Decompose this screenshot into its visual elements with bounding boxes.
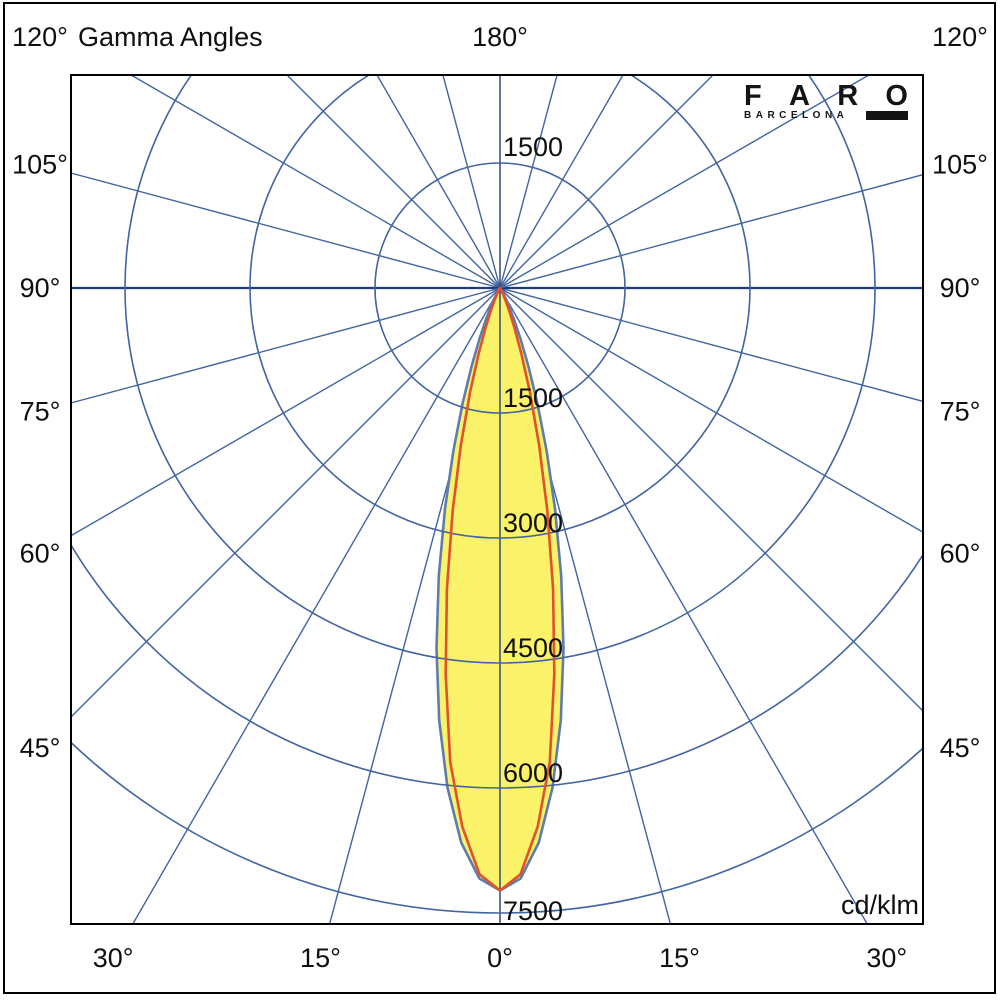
gamma-ray-120 [499,75,871,289]
angle-label-top-center: 180° [472,22,528,52]
faro-logo-letters: F A R O [744,80,908,112]
angle-label-left-45: 45° [20,733,61,763]
faro-letter-o: O [885,80,908,112]
radial-label-upper-1500: 1500 [503,132,563,162]
radial-label-4500: 4500 [503,633,563,663]
angle-label-left-75: 75° [20,396,61,426]
radius-circle-7500 [71,741,923,914]
faro-letter-a: A [788,80,810,112]
gamma-ray-150 [499,75,624,289]
gamma-ray-285 [71,287,501,404]
gamma-ray-45 [499,287,923,712]
angle-label-left-60: 60° [20,539,61,569]
gamma-ray-225 [286,75,501,289]
angle-label-bottom-30-right: 30° [866,943,907,973]
angle-label-top-right: 120° [932,22,988,52]
gamma-ray-300 [71,287,501,537]
faro-logo-bar [866,111,908,120]
angle-label-right-105: 105° [932,150,988,180]
faro-letter-f: F [744,80,762,112]
angle-label-right-90: 90° [940,273,981,303]
gamma-ray-135 [499,75,714,289]
radial-label-6000: 6000 [503,758,563,788]
radial-label-7500: 7500 [503,896,563,926]
radius-circle-1500 [374,162,626,414]
beam-curve-red [444,286,556,892]
angle-label-left-105: 105° [12,150,68,180]
angle-label-left-90: 90° [20,273,61,303]
radial-label-3000: 3000 [503,508,563,538]
angle-label-bottom-15-right: 15° [659,943,700,973]
gamma-ray-255 [71,172,501,289]
angle-label-right-60: 60° [940,539,981,569]
gamma-ray-195 [442,75,501,289]
radius-circle-4500 [124,75,876,664]
gamma-ray-315 [71,287,501,718]
gamma-ray-75 [499,287,923,403]
radius-circle-6000 [71,542,923,789]
angle-label-bottom-15-left: 15° [300,943,341,973]
radius-circle-3000 [249,75,751,539]
unit-label: cd/klm [841,890,919,920]
angle-label-bottom-30-left: 30° [93,943,134,973]
page-title: Gamma Angles [78,22,263,52]
faro-logo-subrow: BARCELONA [744,110,908,121]
gamma-ray-15 [499,287,672,924]
angle-label-right-75: 75° [940,396,981,426]
angle-label-bottom-0: 0° [487,943,513,973]
faro-letter-r: R [837,80,859,112]
gamma-ray-210 [376,75,501,289]
gamma-ray-30 [499,287,869,924]
angle-label-top-left: 120° [12,22,68,52]
gamma-ray-240 [129,75,501,289]
radial-label-1500: 1500 [503,383,563,413]
angle-label-right-45: 45° [940,733,981,763]
gamma-ray-330 [131,287,501,924]
faro-logo-subtext: BARCELONA [744,110,849,121]
gamma-ray-165 [499,75,558,289]
plot-border [70,74,924,925]
gamma-ray-345 [328,287,501,924]
gamma-ray-105 [499,173,923,289]
gamma-ray-60 [499,287,923,534]
faro-logo: F A R O BARCELONA [744,80,908,121]
